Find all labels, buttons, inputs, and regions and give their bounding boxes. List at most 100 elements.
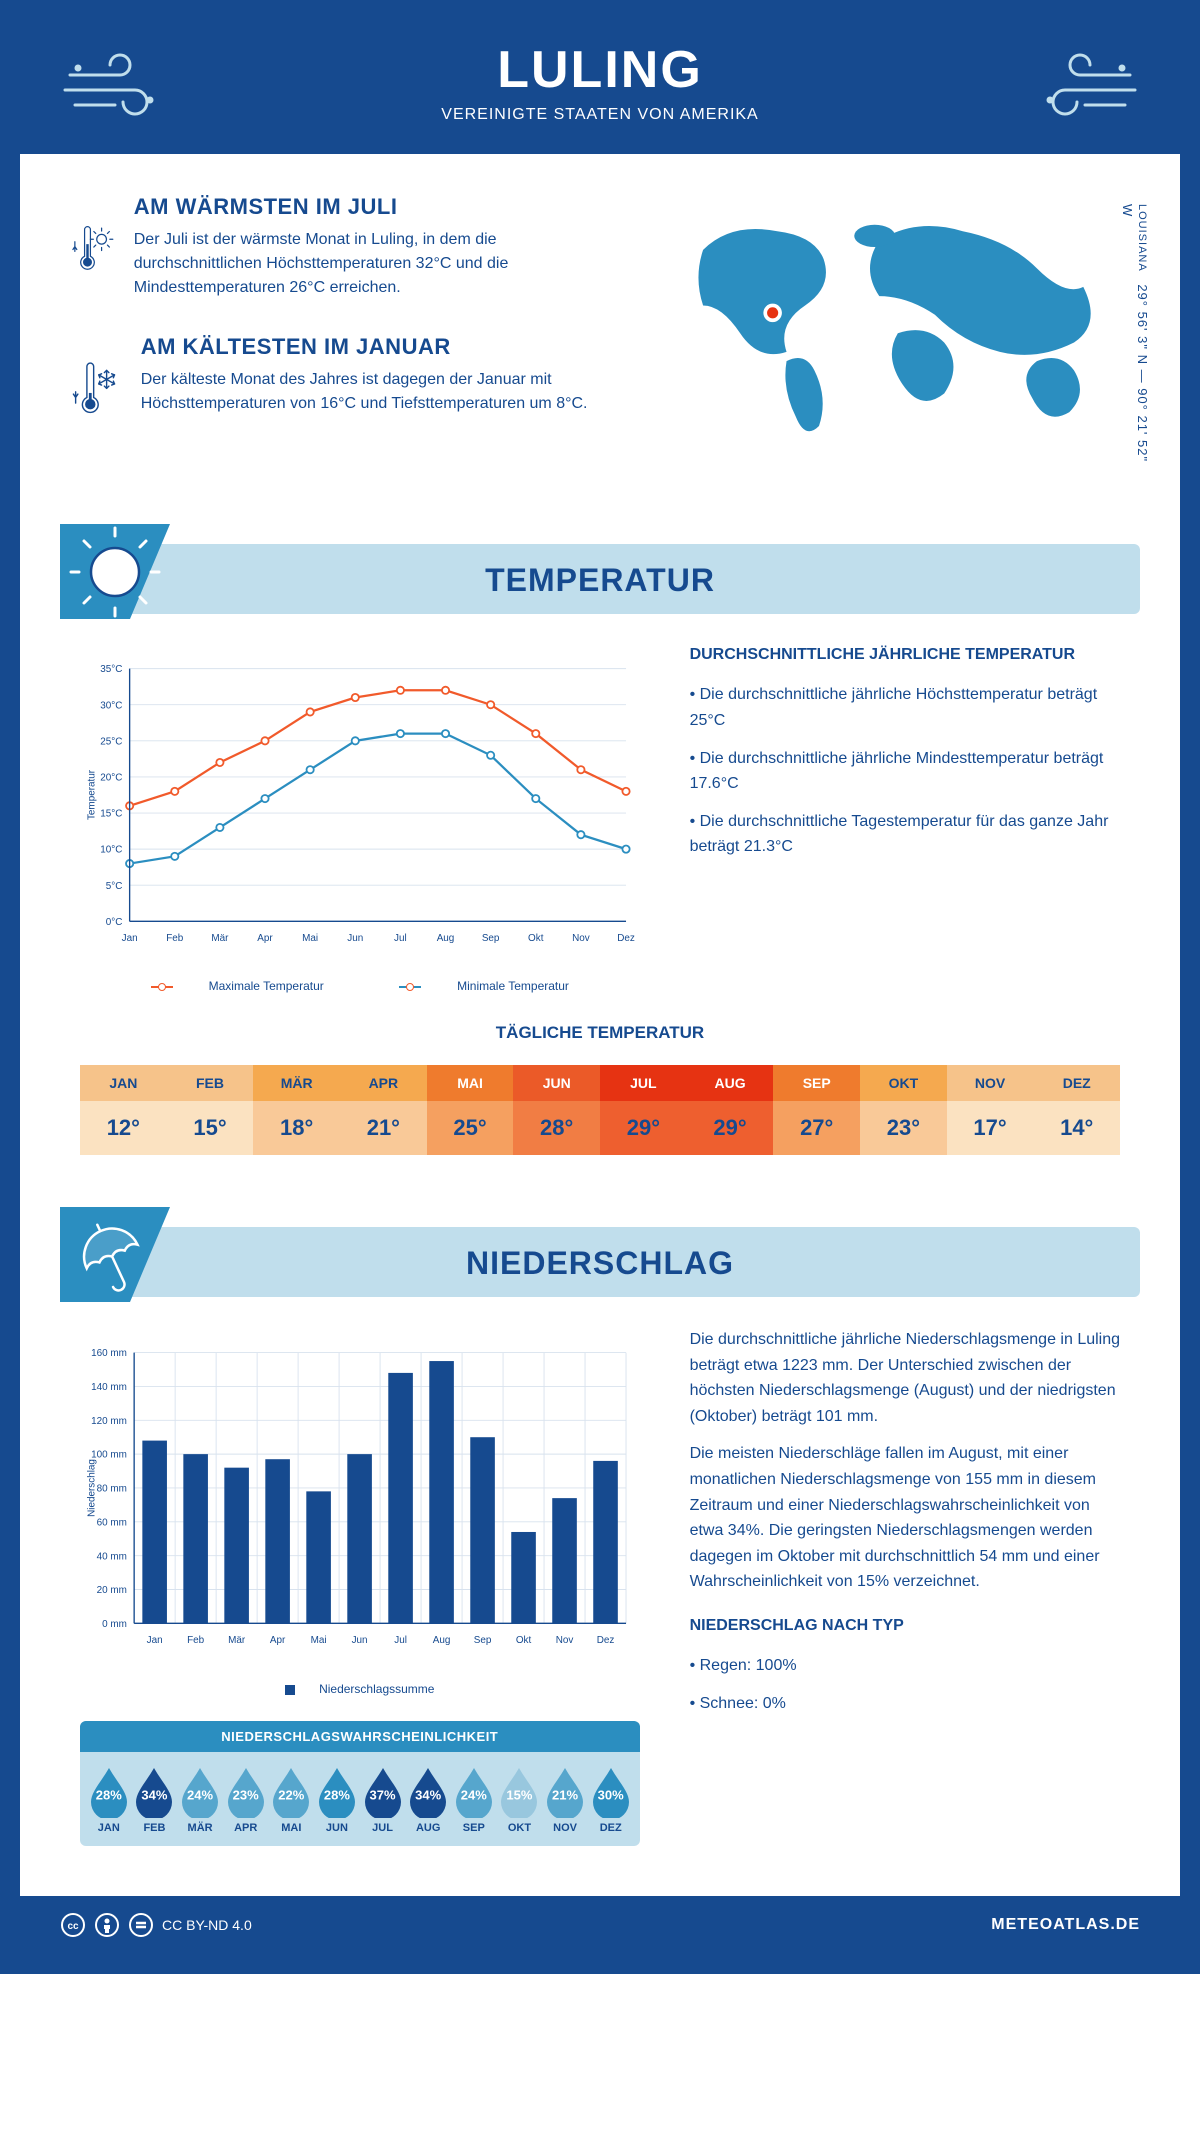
thermometer-hot-icon xyxy=(70,194,114,304)
precipitation-legend: Niederschlagssumme xyxy=(80,1682,640,1696)
svg-text:60 mm: 60 mm xyxy=(97,1517,127,1528)
svg-text:Mai: Mai xyxy=(311,1635,327,1646)
daily-temperature-title: TÄGLICHE TEMPERATUR xyxy=(80,1023,1120,1043)
coldest-title: AM KÄLTESTEN IM JANUAR xyxy=(141,334,627,360)
svg-text:140 mm: 140 mm xyxy=(91,1382,127,1393)
coldest-text: Der kälteste Monat des Jahres ist dagege… xyxy=(141,368,627,416)
svg-text:Jan: Jan xyxy=(122,933,138,944)
probability-drop: 15%OKT xyxy=(497,1764,543,1834)
license-block: cc CC BY-ND 4.0 xyxy=(60,1912,252,1938)
coordinates: LOUISIANA 29° 56' 3" N — 90° 21' 52" W xyxy=(1120,204,1150,474)
svg-text:20°C: 20°C xyxy=(100,773,122,784)
wind-icon xyxy=(60,50,170,130)
temperature-line-chart: 0°C5°C10°C15°C20°C25°C30°C35°CJanFebMärA… xyxy=(80,644,640,964)
city-title: LULING xyxy=(20,40,1180,100)
warmest-block: AM WÄRMSTEN IM JULI Der Juli ist der wär… xyxy=(70,194,626,304)
cc-icon: cc xyxy=(60,1912,86,1938)
header: LULING VEREINIGTE STAATEN VON AMERIKA xyxy=(20,20,1180,154)
temperature-banner: TEMPERATUR xyxy=(60,524,1140,614)
precipitation-text-2: Die meisten Niederschläge fallen im Augu… xyxy=(690,1441,1120,1595)
svg-text:Feb: Feb xyxy=(166,933,184,944)
svg-text:Apr: Apr xyxy=(257,933,273,944)
precipitation-info: Die durchschnittliche jährliche Niedersc… xyxy=(690,1327,1120,1846)
daily-temp-cell: OKT23° xyxy=(860,1065,947,1155)
temperature-info: DURCHSCHNITTLICHE JÄHRLICHE TEMPERATUR •… xyxy=(690,644,1120,993)
svg-text:Mai: Mai xyxy=(302,933,318,944)
overview-section: AM WÄRMSTEN IM JULI Der Juli ist der wär… xyxy=(20,154,1180,504)
probability-drop: 34%AUG xyxy=(405,1764,451,1834)
probability-drop: 22%MAI xyxy=(269,1764,315,1834)
probability-drop: 34%FEB xyxy=(132,1764,178,1834)
svg-text:Nov: Nov xyxy=(556,1635,574,1646)
svg-text:0°C: 0°C xyxy=(106,917,123,928)
svg-text:0 mm: 0 mm xyxy=(102,1619,127,1630)
warmest-text: Der Juli ist der wärmste Monat in Luling… xyxy=(134,228,627,300)
svg-text:Mär: Mär xyxy=(228,1635,246,1646)
probability-drop: 28%JUN xyxy=(314,1764,360,1834)
world-map-icon xyxy=(666,194,1130,454)
daily-temperature-strip: JAN12°FEB15°MÄR18°APR21°MAI25°JUN28°JUL2… xyxy=(80,1063,1120,1157)
svg-text:Jul: Jul xyxy=(394,933,407,944)
probability-drop: 30%DEZ xyxy=(588,1764,634,1834)
svg-text:Jul: Jul xyxy=(394,1635,407,1646)
svg-text:Aug: Aug xyxy=(437,933,455,944)
temperature-legend: .lg-swatch:nth-of-type(1)::after{border-… xyxy=(80,979,640,993)
svg-text:Aug: Aug xyxy=(433,1635,451,1646)
svg-text:Jan: Jan xyxy=(147,1635,163,1646)
svg-text:35°C: 35°C xyxy=(100,664,122,675)
svg-text:Nov: Nov xyxy=(572,933,590,944)
probability-drop: 23%APR xyxy=(223,1764,269,1834)
precipitation-text-1: Die durchschnittliche jährliche Niedersc… xyxy=(690,1327,1120,1429)
svg-text:40 mm: 40 mm xyxy=(97,1551,127,1562)
nd-icon xyxy=(128,1912,154,1938)
precipitation-banner: NIEDERSCHLAG xyxy=(60,1207,1140,1297)
probability-drop: 28%JAN xyxy=(86,1764,132,1834)
svg-text:Dez: Dez xyxy=(617,933,635,944)
svg-text:15°C: 15°C xyxy=(100,809,122,820)
svg-text:Niederschlag: Niederschlag xyxy=(86,1459,97,1517)
thermometer-cold-icon xyxy=(70,334,121,444)
warmest-title: AM WÄRMSTEN IM JULI xyxy=(134,194,627,220)
svg-text:Okt: Okt xyxy=(528,933,544,944)
daily-temp-cell: FEB15° xyxy=(167,1065,254,1155)
daily-temp-cell: NOV17° xyxy=(947,1065,1034,1155)
precipitation-type-item: • Schnee: 0% xyxy=(690,1691,1120,1717)
coldest-block: AM KÄLTESTEN IM JANUAR Der kälteste Mona… xyxy=(70,334,626,444)
temperature-info-point: • Die durchschnittliche jährliche Höchst… xyxy=(690,682,1120,733)
svg-text:25°C: 25°C xyxy=(100,736,122,747)
probability-drop: 21%NOV xyxy=(542,1764,588,1834)
temperature-info-point: • Die durchschnittliche jährliche Mindes… xyxy=(690,746,1120,797)
svg-text:Okt: Okt xyxy=(516,1635,532,1646)
footer: cc CC BY-ND 4.0 METEOATLAS.DE xyxy=(20,1896,1180,1954)
svg-text:Temperatur: Temperatur xyxy=(86,769,97,820)
daily-temp-cell: JUN28° xyxy=(513,1065,600,1155)
wind-icon xyxy=(1030,50,1140,130)
daily-temp-cell: AUG29° xyxy=(687,1065,774,1155)
svg-text:Apr: Apr xyxy=(270,1635,286,1646)
svg-text:Sep: Sep xyxy=(474,1635,492,1646)
svg-text:Mär: Mär xyxy=(211,933,229,944)
daily-temp-cell: APR21° xyxy=(340,1065,427,1155)
temperature-info-point: • Die durchschnittliche Tagestemperatur … xyxy=(690,809,1120,860)
probability-drop: 37%JUL xyxy=(360,1764,406,1834)
daily-temp-cell: MAI25° xyxy=(427,1065,514,1155)
daily-temp-cell: SEP27° xyxy=(773,1065,860,1155)
temperature-banner-title: TEMPERATUR xyxy=(60,562,1140,599)
probability-title: NIEDERSCHLAGSWAHRSCHEINLICHKEIT xyxy=(80,1721,640,1752)
location-marker-icon xyxy=(767,307,778,318)
probability-panel: NIEDERSCHLAGSWAHRSCHEINLICHKEIT 28%JAN34… xyxy=(80,1721,640,1846)
probability-drop: 24%MÄR xyxy=(177,1764,223,1834)
probability-drop: 24%SEP xyxy=(451,1764,497,1834)
temperature-info-title: DURCHSCHNITTLICHE JÄHRLICHE TEMPERATUR xyxy=(690,644,1120,666)
svg-text:cc: cc xyxy=(67,1921,79,1932)
svg-text:120 mm: 120 mm xyxy=(91,1416,127,1427)
state-label: LOUISIANA xyxy=(1136,204,1148,272)
svg-text:Dez: Dez xyxy=(597,1635,615,1646)
legend-precip-label: Niederschlagssumme xyxy=(319,1682,434,1696)
svg-text:5°C: 5°C xyxy=(106,881,123,892)
svg-text:80 mm: 80 mm xyxy=(97,1484,127,1495)
brand-label: METEOATLAS.DE xyxy=(991,1916,1140,1934)
precipitation-banner-title: NIEDERSCHLAG xyxy=(60,1245,1140,1282)
legend-min-label: Minimale Temperatur xyxy=(457,979,569,993)
svg-text:Sep: Sep xyxy=(482,933,500,944)
